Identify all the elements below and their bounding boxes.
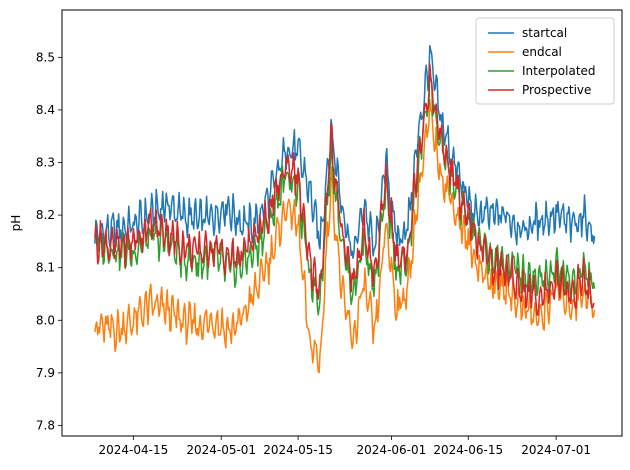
y-tick-label: 7.8	[36, 418, 55, 432]
y-tick-label: 8.1	[36, 261, 55, 275]
y-tick-label: 7.9	[36, 366, 55, 380]
series-group	[94, 45, 596, 374]
x-tick-label: 2024-06-01	[357, 443, 427, 457]
legend-label-interpolated: Interpolated	[522, 64, 596, 78]
legend-label-prospective: Prospective	[522, 83, 591, 97]
x-tick-label: 2024-05-15	[263, 443, 333, 457]
y-tick-label: 8.3	[36, 156, 55, 170]
y-tick-label: 8.5	[36, 50, 55, 64]
x-tick-label: 2024-04-15	[98, 443, 168, 457]
plot-area	[61, 9, 623, 437]
x-axis: 2024-04-15 2024-05-01 2024-05-15 2024-06-01…	[98, 436, 591, 457]
legend: startcal endcal Interpolated Prospective	[475, 17, 615, 105]
y-axis-label: pH	[9, 215, 23, 232]
y-tick-label: 8.2	[36, 208, 55, 222]
series-line-prospective	[94, 63, 596, 316]
y-axis: 7.8 7.9 8.0 8.1 8.2 8.3 8.4 8.5	[36, 50, 62, 432]
x-tick-label: 2024-07-01	[521, 443, 591, 457]
legend-label-endcal: endcal	[522, 45, 562, 59]
legend-frame	[475, 17, 615, 105]
legend-label-startcal: startcal	[522, 26, 567, 40]
series-line-endcal	[94, 98, 596, 374]
x-tick-label: 2024-05-01	[186, 443, 256, 457]
y-tick-label: 8.4	[36, 103, 55, 117]
x-tick-label: 2024-06-15	[433, 443, 503, 457]
series-line-startcal	[94, 45, 596, 260]
axes-frame	[61, 9, 623, 437]
y-tick-label: 8.0	[36, 313, 55, 327]
